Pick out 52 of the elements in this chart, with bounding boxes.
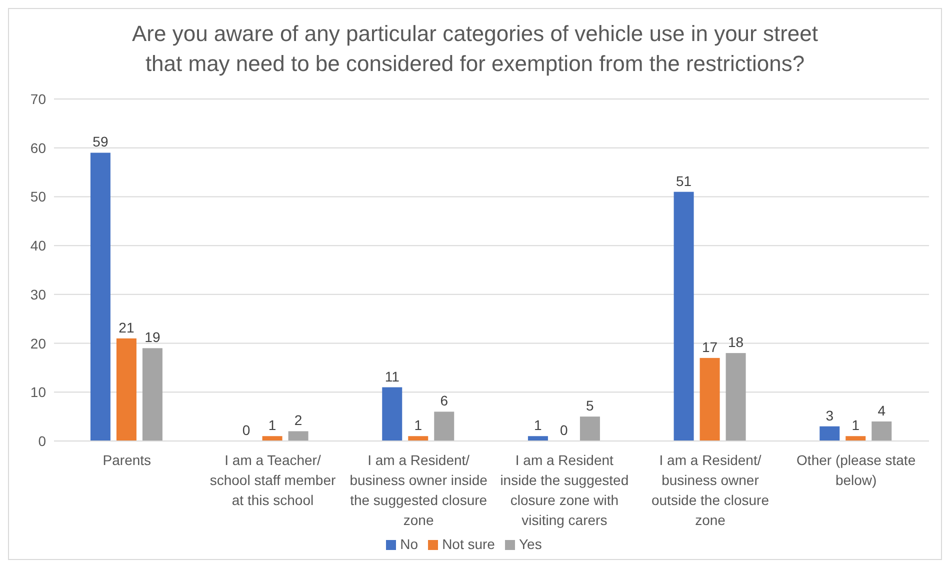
y-tick-label: 20	[30, 335, 46, 352]
data-label: 0	[242, 422, 250, 438]
bar	[674, 192, 694, 441]
data-label: 17	[702, 338, 718, 355]
data-label: 2	[294, 412, 302, 428]
data-label: 3	[826, 407, 834, 424]
bar	[580, 416, 600, 441]
bar	[700, 358, 720, 441]
data-label: 5	[586, 398, 594, 414]
bar	[872, 421, 892, 441]
legend-label: No	[400, 536, 418, 552]
data-label: 18	[728, 334, 744, 350]
bar	[382, 387, 402, 441]
bar	[528, 436, 548, 441]
data-label: 51	[676, 172, 692, 189]
x-tick-label: Other (please state below)	[796, 452, 916, 488]
data-label: 1	[268, 417, 276, 434]
data-label: 19	[144, 329, 160, 346]
data-label: 1	[414, 417, 422, 434]
bar	[142, 348, 162, 441]
bar	[820, 426, 840, 441]
data-label: 11	[384, 368, 400, 384]
x-tick-label: I am a Teacher/ school staff member at this school	[210, 452, 336, 508]
data-label: 6	[440, 392, 448, 409]
legend-label: Not sure	[442, 536, 495, 552]
y-tick-label: 40	[30, 238, 46, 254]
x-tick-label: I am a Resident inside the suggested closure zone with visiting carers	[500, 452, 629, 528]
data-label: 21	[118, 319, 134, 336]
legend-label: Yes	[518, 536, 542, 552]
x-tick-label: I am a Resident/ business owner outside the closure zone	[651, 452, 770, 528]
y-tick-label: 0	[38, 432, 46, 449]
bar	[90, 152, 110, 441]
data-label: 1	[534, 417, 542, 434]
y-tick-label: 30	[30, 286, 46, 302]
bar	[288, 431, 308, 441]
bar	[726, 353, 746, 441]
y-tick-label: 70	[30, 90, 46, 107]
x-tick-label: Parents	[102, 452, 152, 468]
data-label: 59	[92, 134, 108, 150]
y-tick-label: 60	[30, 140, 46, 156]
y-tick-label: 50	[30, 188, 46, 205]
chart-title: Are you aware of any particular categories of vehicle use in your street that may need to be considered for exemption from the restrictions?	[130, 20, 820, 78]
data-label: 0	[560, 422, 568, 438]
bar	[116, 338, 136, 441]
data-label: 4	[878, 402, 886, 418]
data-label: 1	[852, 417, 860, 434]
y-tick-label: 10	[30, 384, 46, 400]
x-tick-label: I am a Resident/ business owner inside the suggested closure zone	[350, 452, 488, 528]
bar	[846, 436, 866, 441]
bar	[408, 436, 428, 441]
bar	[262, 436, 282, 441]
bar	[434, 412, 454, 441]
